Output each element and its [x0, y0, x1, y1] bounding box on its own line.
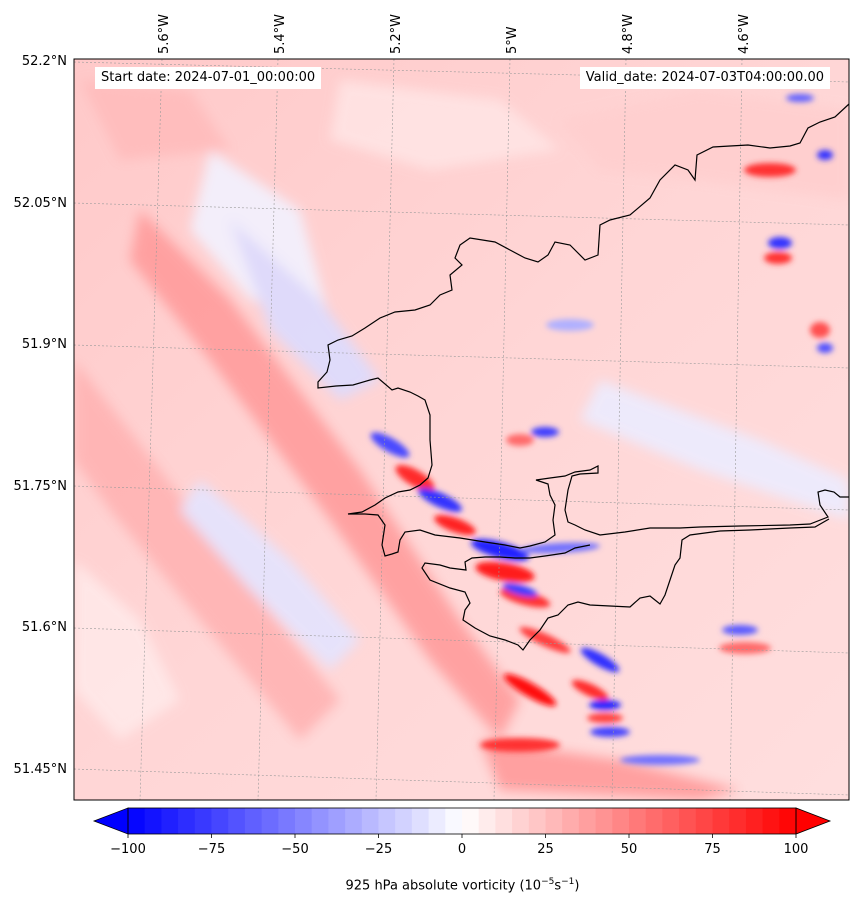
colorbar-cell [345, 808, 363, 834]
colorbar-cell [629, 808, 647, 834]
colorbar-tick-label: 100 [784, 842, 809, 857]
colorbar-cell [662, 808, 680, 834]
map-frame [73, 58, 850, 801]
lon-label: 5.4°W [273, 14, 288, 54]
colorbar-cell [361, 808, 379, 834]
colorbar: −100 −75 −50 −25 0 25 50 75 100 [92, 807, 832, 857]
colorbar-cell [311, 808, 329, 834]
colorbar-cells [128, 808, 797, 834]
lat-label: 51.6°N [22, 620, 67, 635]
colorbar-ticks: −100 −75 −50 −25 0 25 50 75 100 [110, 834, 808, 857]
lon-label: 5°W [505, 26, 520, 54]
colorbar-cell [545, 808, 563, 834]
valid-date-label: Valid_date: 2024-07-03T04:00:00.00 [579, 67, 830, 89]
colorbar-cell [528, 808, 546, 834]
colorbar-cell [178, 808, 196, 834]
colorbar-cell [428, 808, 446, 834]
colorbar-tick-label: 75 [704, 842, 721, 857]
colorbar-cell [228, 808, 246, 834]
colorbar-cell [495, 808, 513, 834]
lat-label: 51.75°N [14, 479, 67, 494]
colorbar-cell [478, 808, 496, 834]
colorbar-tick-label: −75 [198, 842, 225, 857]
lon-label: 4.6°W [737, 14, 752, 54]
colorbar-tick-label: 50 [621, 842, 638, 857]
colorbar-cell [645, 808, 663, 834]
colorbar-cell [378, 808, 396, 834]
colorbar-title-close: ) [574, 878, 580, 894]
colorbar-cell [462, 808, 480, 834]
colorbar-tick-label: −100 [110, 842, 146, 857]
colorbar-tick-label: −25 [365, 842, 392, 857]
colorbar-cell [144, 808, 162, 834]
colorbar-cell [411, 808, 429, 834]
lat-label: 51.45°N [14, 762, 67, 777]
colorbar-cell [562, 808, 580, 834]
colorbar-cell [762, 808, 780, 834]
colorbar-cell [512, 808, 530, 834]
colorbar-cell [695, 808, 713, 834]
colorbar-title: 925 hPa absolute vorticity (10−5s−1) [0, 877, 859, 893]
colorbar-cell [679, 808, 697, 834]
colorbar-min-extend [92, 807, 129, 835]
colorbar-title-exponent-2: −1 [561, 877, 575, 887]
longitude-labels: 5.6°W 5.4°W 5.2°W 5°W 4.8°W 4.6°W [157, 14, 752, 54]
lat-label: 52.05°N [14, 196, 67, 211]
colorbar-cell [328, 808, 346, 834]
lat-label: 52.2°N [22, 54, 67, 69]
colorbar-title-exponent: −5 [541, 877, 555, 887]
colorbar-cell [161, 808, 179, 834]
colorbar-cell [779, 808, 797, 834]
colorbar-cell [211, 808, 229, 834]
colorbar-cell [445, 808, 463, 834]
colorbar-cell [261, 808, 279, 834]
colorbar-cell [128, 808, 146, 834]
colorbar-tick-label: 25 [537, 842, 554, 857]
colorbar-title-unit: s [554, 878, 562, 894]
colorbar-tick-label: −50 [281, 842, 308, 857]
colorbar-title-text: 925 hPa absolute vorticity (10 [345, 878, 542, 894]
colorbar-cell [194, 808, 212, 834]
start-date-label: Start date: 2024-07-01_00:00:00 [95, 67, 322, 89]
colorbar-tick-label: 0 [458, 842, 466, 857]
lon-label: 5.2°W [389, 14, 404, 54]
colorbar-cell [244, 808, 262, 834]
colorbar-cell [578, 808, 596, 834]
vorticity-field [74, 59, 849, 800]
colorbar-cell [712, 808, 730, 834]
colorbar-cell [395, 808, 413, 834]
colorbar-cell [745, 808, 763, 834]
colorbar-cell [612, 808, 630, 834]
lon-label: 4.8°W [621, 14, 636, 54]
colorbar-max-extend [795, 807, 832, 835]
lon-label: 5.6°W [157, 14, 172, 54]
colorbar-cell [729, 808, 747, 834]
latitude-labels: 52.2°N 52.05°N 51.9°N 51.75°N 51.6°N 51.… [14, 54, 67, 777]
coastline [317, 103, 849, 651]
lat-label: 51.9°N [22, 337, 67, 352]
colorbar-cell [295, 808, 313, 834]
colorbar-cell [278, 808, 296, 834]
colorbar-cell [595, 808, 613, 834]
